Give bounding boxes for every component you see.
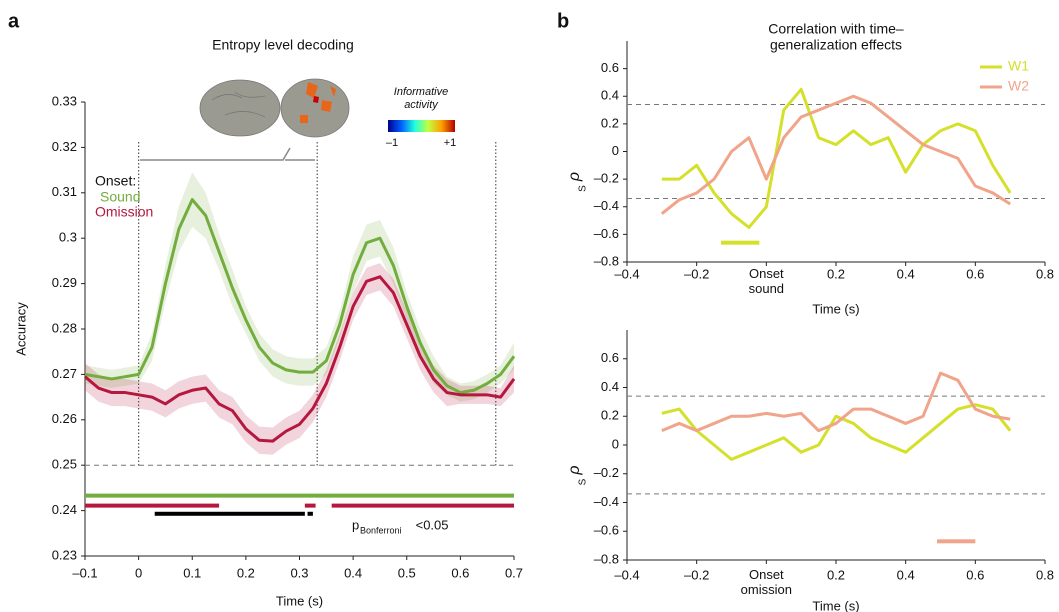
colorbar-title: Informative [394,86,448,98]
y-tick-label: –0.2 [594,465,619,480]
y-axis-label-sub: S [578,185,589,192]
x-tick-label: 0.7 [505,565,523,580]
y-tick-label: –0.6 [594,523,619,538]
chart-title: Correlation with time– [768,21,904,37]
colorbar-label: +1 [444,137,457,149]
y-tick-label: 0.3 [59,230,77,245]
significance-label: <0.05 [412,517,449,532]
legend-label: W1 [1008,58,1029,74]
x-tick-label: 0.6 [451,565,469,580]
x-tick-label: 0.2 [237,565,255,580]
significance-bar [721,241,759,245]
y-tick-label: 0.26 [52,411,77,426]
y-tick-label: 0.6 [601,60,619,75]
y-tick-label: 0.2 [601,115,619,130]
significance-label: p [352,517,359,532]
significance-bar [332,504,514,508]
y-tick-label: 0 [612,436,619,451]
x-tick-label: 0.8 [1036,266,1054,281]
y-tick-label: 0.6 [601,350,619,365]
y-tick-label: –0.6 [594,226,619,241]
significance-bar [155,512,305,516]
series-line [662,373,1010,431]
y-axis-label: ρ [566,172,583,182]
y-tick-label: 0.32 [52,139,77,154]
y-tick-label: 0.24 [52,502,77,517]
y-axis-label: ρ [566,465,583,475]
x-tick-label: 0.8 [1036,567,1054,582]
y-tick-label: 0.4 [601,88,619,103]
y-tick-label: 0.23 [52,547,77,562]
y-tick-label: 0.31 [52,184,77,199]
y-tick-label: 0.2 [601,408,619,423]
significance-bar [308,512,313,516]
legend-label: W2 [1008,78,1029,94]
significance-label: Bonferroni [360,525,402,535]
significance-bar [305,504,316,508]
legend-title: Onset: [95,173,136,189]
y-tick-label: 0.29 [52,275,77,290]
legend-label: Sound [100,189,140,205]
x-tick-label: 0.3 [290,565,308,580]
x-tick-label: 0.4 [897,266,915,281]
y-tick-label: 0.27 [52,366,77,381]
x-tick-label: 0.6 [966,567,984,582]
y-tick-label: 0.25 [52,457,77,472]
x-tick-label: 0.1 [183,565,201,580]
y-axis-label: Accuracy [13,302,28,356]
chart-title: Entropy level decoding [212,37,354,53]
y-tick-label: 0 [612,143,619,158]
figure: 0.23 0.24 0.25 0.26 0.27 0.28 0.29 0.3 0.31 0.32 0… [0,0,1059,612]
x-tick-label: 0.4 [897,567,915,582]
y-tick-label: –0.4 [594,494,619,509]
y-tick-label: 0.28 [52,320,77,335]
x-tick-label: –0.4 [614,266,639,281]
x-tick-label: –0.2 [684,567,709,582]
x-tick-label: 0.2 [827,266,845,281]
x-tick-label: –0.4 [614,567,639,582]
chart-title: generalization effects [770,37,902,53]
colorbar-title: activity [404,99,439,111]
x-tick-label: 0.5 [398,565,416,580]
y-axis-label-sub: S [578,478,589,485]
page: {"chart_data": [ {"type": "line", "panel… [0,0,1059,612]
y-tick-label: –0.4 [594,198,619,213]
series-line [662,405,1010,460]
panel-label: a [8,10,20,32]
x-axis-label: Time (s) [812,598,859,612]
x-tick-label: 0.4 [344,565,362,580]
colorbar-label: –1 [386,137,398,149]
significance-bar [85,504,219,508]
x-axis-label: Time (s) [812,301,859,316]
x-tick-label: –0.1 [72,565,97,580]
series-line [662,96,1010,213]
significance-bar [85,494,514,498]
significance-bar [937,539,975,543]
x-tick-label: –0.2 [684,266,709,281]
legend-label: Omission [95,204,153,220]
y-tick-label: 0.33 [52,93,77,108]
x-tick-label: 0.2 [827,567,845,582]
panel-label: b [557,10,569,32]
x-tick-label: 0.6 [966,266,984,281]
x-tick-label: 0 [135,565,142,580]
y-tick-label: –0.2 [594,171,619,186]
x-axis-label: Time (s) [276,593,323,608]
y-tick-label: 0.4 [601,379,619,394]
y-tick-label: –0.8 [594,551,619,566]
